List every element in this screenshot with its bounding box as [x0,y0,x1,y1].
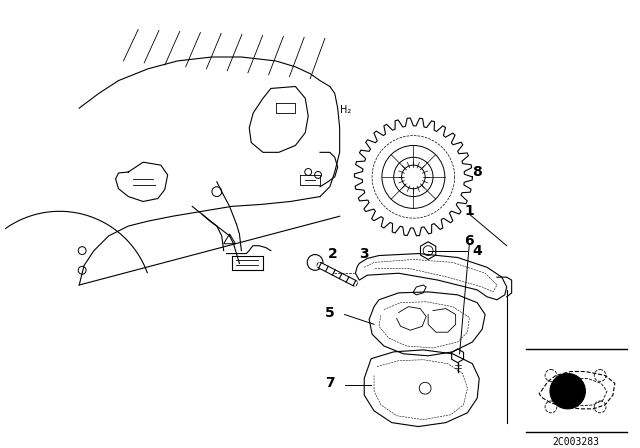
Text: 4: 4 [472,244,482,258]
Text: 2: 2 [328,246,338,261]
Circle shape [550,374,586,409]
Text: 7: 7 [325,376,335,390]
Text: 6: 6 [465,234,474,248]
Text: H₂: H₂ [340,105,351,115]
Text: 2C003283: 2C003283 [552,437,599,448]
Text: 3: 3 [360,246,369,261]
Text: 1: 1 [465,204,474,218]
Text: 5: 5 [325,306,335,319]
Text: 8: 8 [472,165,482,179]
